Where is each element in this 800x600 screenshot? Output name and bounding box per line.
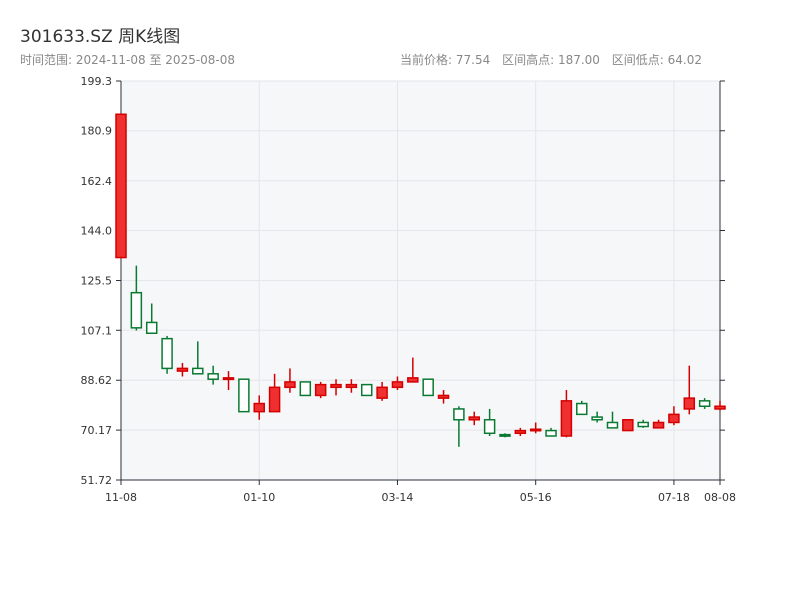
range-high-label: 区间高点: xyxy=(502,53,555,67)
candle-up xyxy=(622,419,634,432)
candle-down xyxy=(499,433,511,437)
candle-up xyxy=(668,413,680,424)
x-tick-label: 05-16 xyxy=(520,491,552,504)
y-tick-label: 180.9 xyxy=(81,125,113,138)
x-tick-label: 08-08 xyxy=(704,491,736,504)
time-range-end: 2025-08-08 xyxy=(165,53,236,67)
candle-down xyxy=(360,383,373,397)
candle-up xyxy=(253,402,265,413)
candle-down xyxy=(207,373,219,380)
candle-down xyxy=(130,291,143,329)
candle-up xyxy=(222,377,235,381)
candle-down xyxy=(161,337,173,370)
candle-down xyxy=(453,408,465,421)
time-range-start: 2024-11-08 xyxy=(75,53,146,67)
y-tick-label: 144.0 xyxy=(81,225,113,238)
candle-down xyxy=(238,378,250,413)
current-price-label: 当前价格: xyxy=(400,53,453,67)
time-range-separator: 至 xyxy=(149,53,162,67)
y-tick-label: 107.1 xyxy=(81,324,113,337)
candle-up xyxy=(330,383,342,389)
current-price-value: 77.54 xyxy=(455,53,491,67)
candle-up xyxy=(176,367,189,372)
candle-up xyxy=(529,428,542,432)
candle-up xyxy=(468,416,481,421)
candle-up xyxy=(560,400,573,437)
range-high-stat: 区间高点: 187.00 xyxy=(502,53,600,67)
price-stats: 当前价格: 77.54 区间高点: 187.00 区间低点: 64.02 xyxy=(400,51,710,68)
y-tick-label: 88.62 xyxy=(81,374,113,387)
candle-up xyxy=(514,429,527,435)
y-tick-label: 162.4 xyxy=(81,175,113,188)
candle-up xyxy=(115,113,127,259)
candle-down xyxy=(606,421,619,429)
candle-up xyxy=(652,421,665,429)
y-tick-label: 51.72 xyxy=(81,474,113,487)
y-tick-label: 125.5 xyxy=(81,275,113,288)
candle-up xyxy=(268,386,281,413)
candle-up xyxy=(314,383,327,397)
candle-down xyxy=(576,402,588,416)
candle-up xyxy=(345,383,358,389)
range-low-value: 64.02 xyxy=(667,53,702,67)
candle-down xyxy=(591,416,603,421)
x-tick-label: 11-08 xyxy=(105,491,137,504)
y-tick-label: 199.3 xyxy=(81,75,113,88)
time-range-label: 时间范围: xyxy=(20,53,73,67)
candle-up xyxy=(437,394,450,399)
candle-down xyxy=(299,381,312,397)
x-tick-label: 01-10 xyxy=(243,491,275,504)
x-tick-label: 03-14 xyxy=(381,491,413,504)
y-tick-label: 70.17 xyxy=(81,424,113,437)
current-price-stat: 当前价格: 77.54 xyxy=(400,53,490,67)
candle-down xyxy=(483,419,496,435)
range-high-value: 187.00 xyxy=(557,53,600,67)
page-title: 301633.SZ 周K线图 xyxy=(20,27,181,47)
candle-up xyxy=(284,381,296,389)
candle-up xyxy=(683,397,696,410)
candle-down xyxy=(637,421,649,428)
candle-up xyxy=(391,381,404,389)
time-range: 时间范围: 2024-11-08 至 2025-08-08 xyxy=(20,51,235,68)
candle-up xyxy=(376,386,388,399)
candle-up xyxy=(714,405,726,410)
range-low-stat: 区间低点: 64.02 xyxy=(612,53,702,67)
range-low-label: 区间低点: xyxy=(611,53,664,67)
candle-down xyxy=(545,429,557,437)
x-tick-label: 07-18 xyxy=(658,491,690,504)
candle-down xyxy=(698,400,711,407)
candle-down xyxy=(145,321,158,334)
candle-down xyxy=(192,367,204,375)
candle-down xyxy=(422,378,434,397)
candle-up xyxy=(407,377,419,383)
